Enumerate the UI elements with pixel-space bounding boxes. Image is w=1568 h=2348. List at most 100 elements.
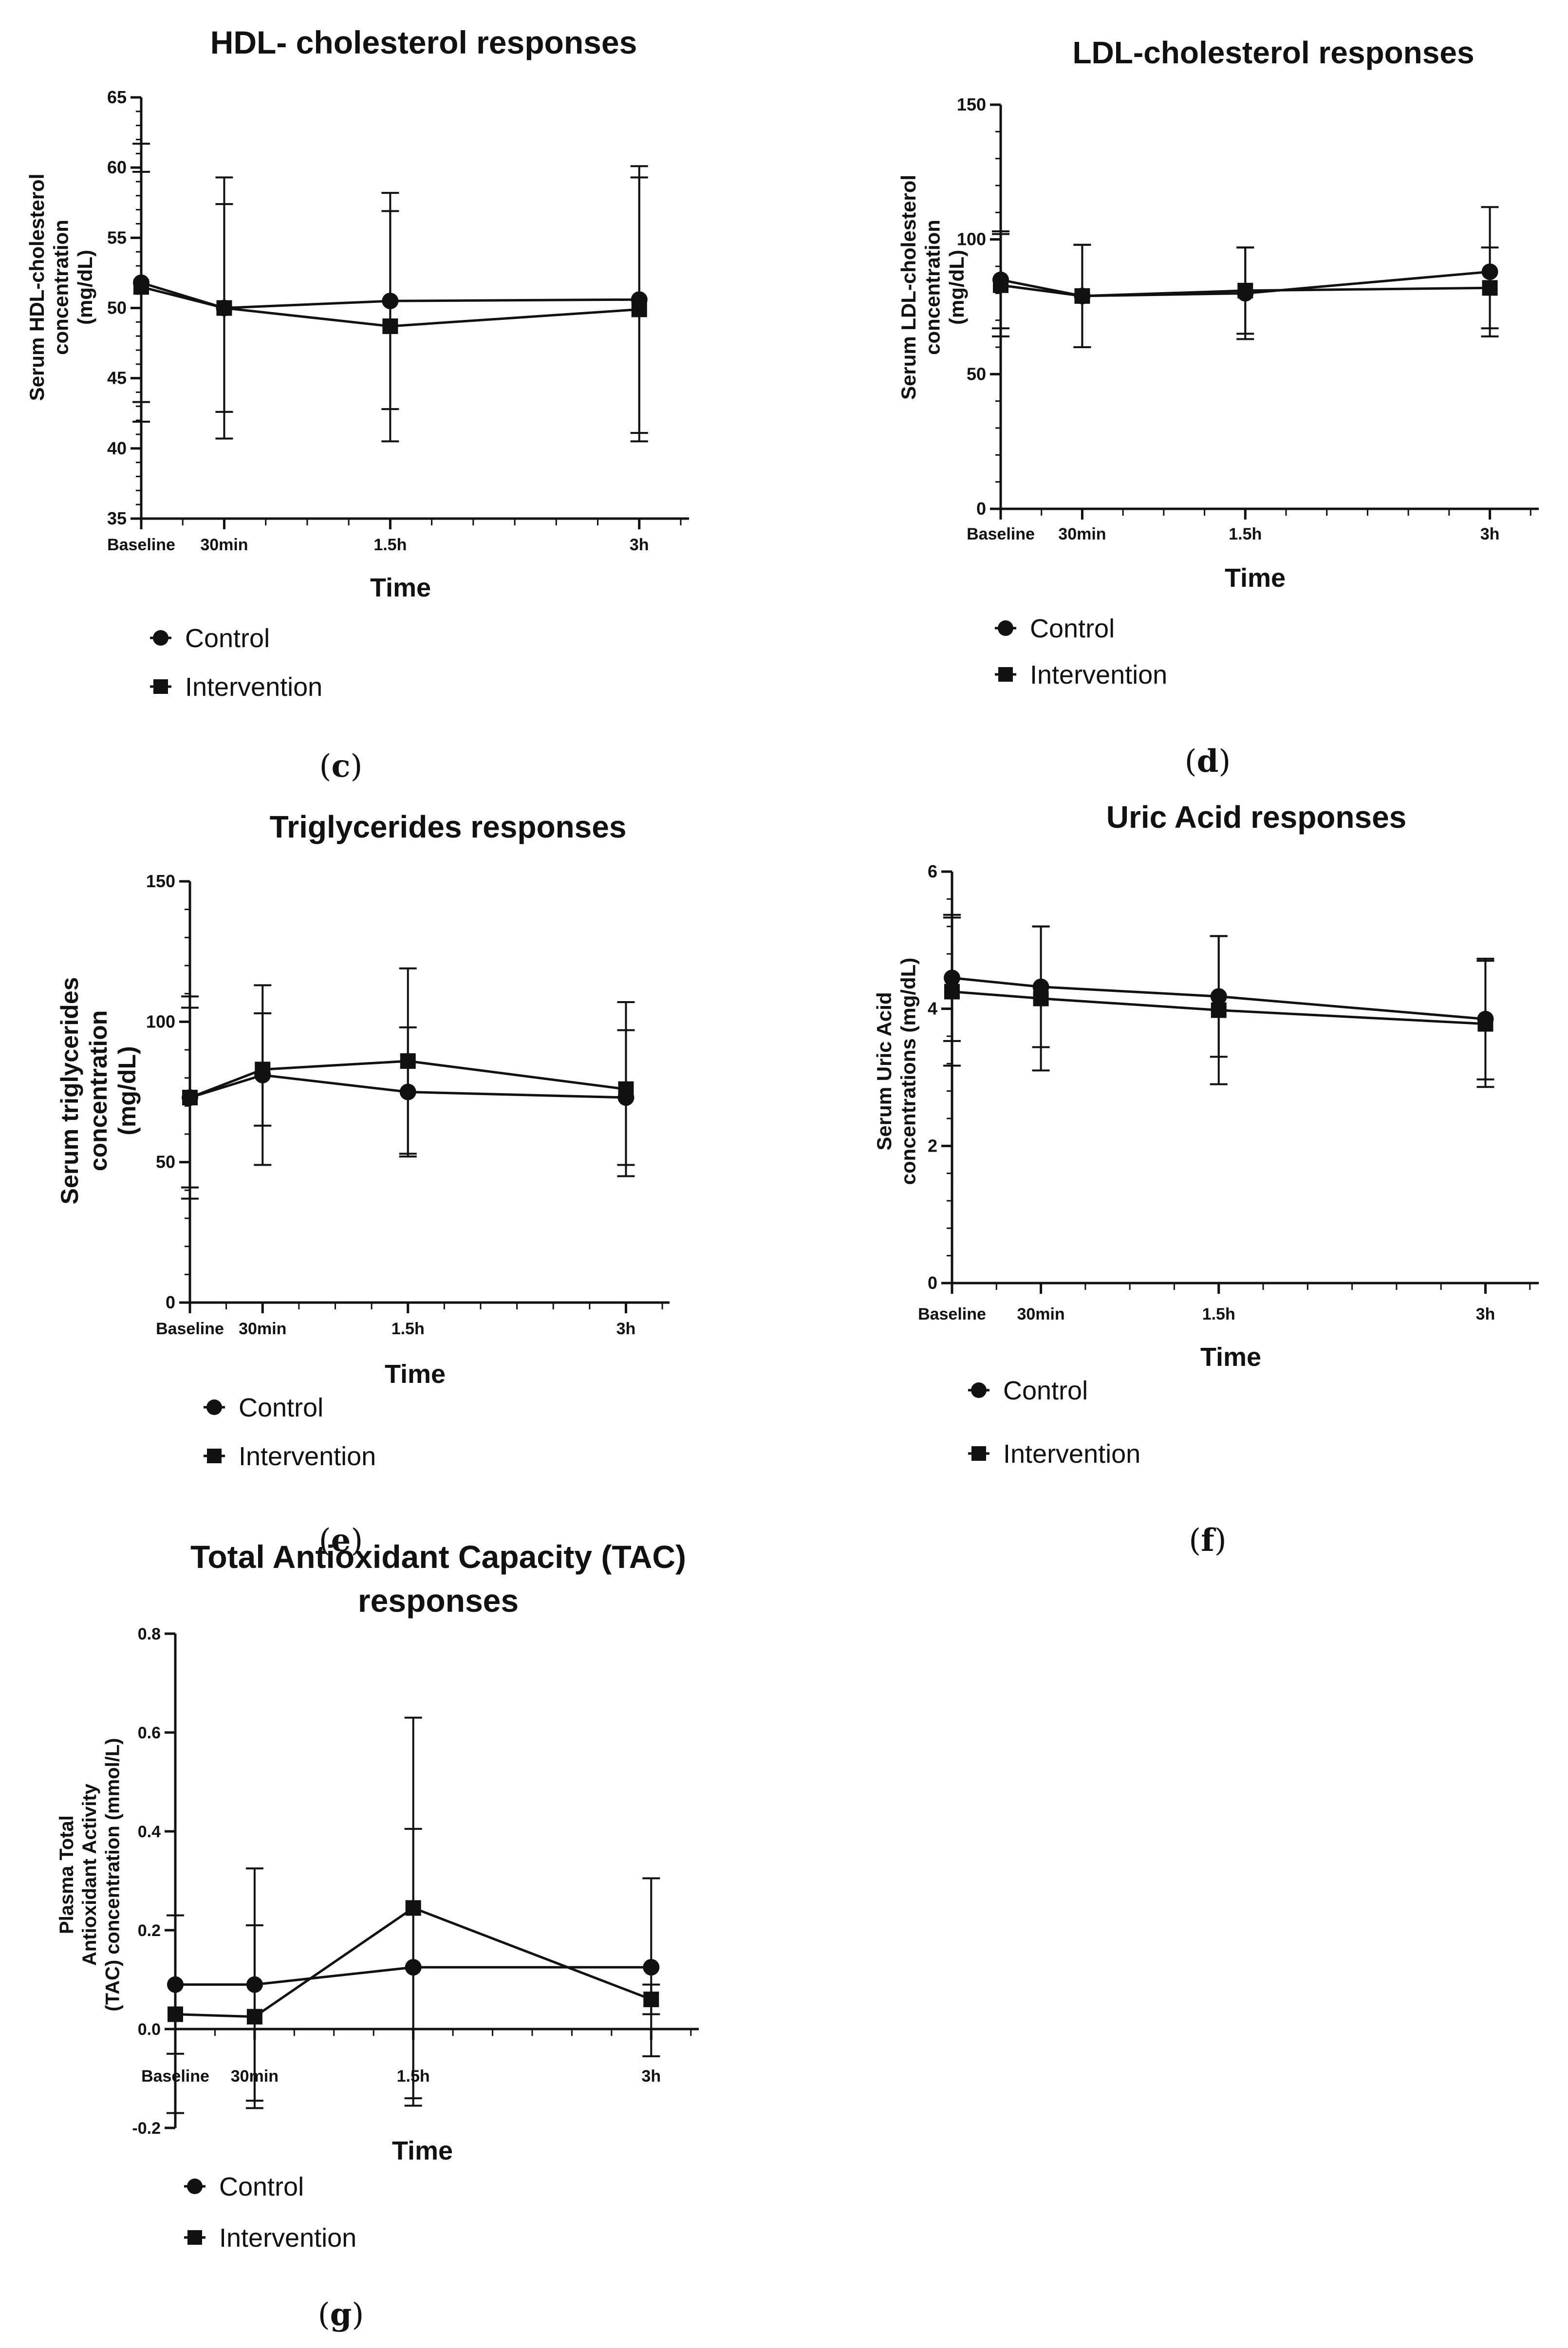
chart-title: Uric Acid responses — [1106, 800, 1407, 835]
legend: Control Intervention — [995, 614, 1167, 689]
x-axis-title: Time — [1225, 563, 1286, 593]
x-tick-label: 3h — [641, 2067, 661, 2086]
series-line — [175, 1906, 652, 2018]
x-tick-label: 30min — [239, 1320, 286, 1338]
panel-label: (e) — [319, 1522, 363, 1559]
legend: Control Intervention — [968, 1376, 1140, 1469]
legend-marker-circle — [206, 1399, 222, 1415]
legend: Control Intervention — [184, 2172, 356, 2253]
x-tick-label: 1.5h — [392, 1320, 425, 1338]
legend: Control Intervention — [150, 624, 322, 702]
y-tick-label: 100 — [146, 1011, 175, 1031]
data-point-square — [1237, 282, 1253, 298]
y-tick-label: 150 — [146, 871, 175, 891]
y-axis-title: Serum triglycerides concentration (mg/dL) — [56, 977, 141, 1205]
legend-marker-circle — [153, 630, 168, 646]
data-point-square — [255, 1062, 271, 1078]
data-point-square — [382, 318, 398, 334]
legend-label: Intervention — [185, 672, 322, 702]
y-tick-label: 100 — [957, 229, 986, 249]
data-point-square — [405, 1900, 421, 1916]
legend-marker-circle — [971, 1382, 987, 1398]
data-point-square — [1482, 280, 1498, 296]
x-tick-label: 30min — [200, 536, 248, 554]
data-point-square — [631, 301, 647, 317]
data-point-square — [1033, 990, 1049, 1006]
series-intervention — [181, 967, 635, 1189]
y-tick-label: 0 — [976, 499, 986, 519]
y-tick-label: 6 — [928, 861, 937, 881]
data-point-square — [944, 984, 960, 1000]
series-intervention — [167, 1716, 660, 2114]
chart-panel-e: Triglycerides responses 0 50 100 150 Baseline… — [56, 809, 670, 1559]
y-tick-label: 2 — [928, 1136, 937, 1155]
panel-label: (f) — [1189, 1522, 1226, 1559]
x-axis-title: Time — [370, 573, 431, 602]
y-tick-label: 0 — [166, 1292, 175, 1312]
x-tick-label: 1.5h — [1202, 1305, 1235, 1323]
y-tick-label: 0 — [928, 1273, 937, 1293]
x-tick-label: Baseline — [918, 1305, 986, 1323]
chart-title-line: Total Antioxidant Capacity (TAC) — [190, 1539, 686, 1575]
data-point-square — [1477, 1016, 1493, 1032]
chart-panel-g: Total Antioxidant Capacity (TAC) response… — [56, 1539, 699, 2333]
y-axis-title-line: (mg/dL) — [113, 1046, 141, 1135]
y-tick-label: 0.0 — [138, 2020, 161, 2039]
y-tick-label: 50 — [967, 364, 986, 384]
x-tick-label: Baseline — [967, 525, 1035, 543]
legend: Control Intervention — [204, 1393, 376, 1471]
y-tick-label: 55 — [107, 227, 127, 247]
panel-label-letter: g — [330, 2296, 352, 2333]
legend-label: Intervention — [239, 1442, 376, 1471]
legend-marker-square — [153, 679, 168, 694]
y-tick-label: 150 — [957, 94, 986, 114]
series-line — [1000, 284, 1490, 298]
y-tick-label: -0.2 — [132, 2119, 161, 2138]
y-axis-title-line: concentration — [85, 1010, 112, 1172]
panel-label: (d) — [1185, 743, 1231, 780]
chart-title: HDL- cholesterol responses — [210, 24, 637, 60]
data-point-square — [643, 1992, 659, 2008]
y-axis-title-line: (mg/dL) — [74, 250, 96, 325]
y-tick-label: 0.2 — [138, 1921, 161, 1940]
x-axis-title: Time — [392, 2136, 453, 2165]
y-axis-title-line: Serum triglycerides — [56, 977, 83, 1205]
panel-label-letter: c — [332, 748, 351, 784]
x-tick-label: 30min — [1017, 1305, 1064, 1323]
legend-marker-square — [187, 2230, 202, 2245]
y-tick-label: 0.4 — [138, 1823, 161, 1841]
x-tick-label: 1.5h — [1229, 525, 1262, 543]
legend-label: Control — [1003, 1376, 1088, 1405]
x-tick-label: 3h — [1476, 1305, 1495, 1323]
data-point-square — [993, 277, 1008, 293]
y-tick-label: 50 — [156, 1152, 175, 1172]
legend-marker-square — [998, 667, 1013, 682]
legend-label: Control — [1030, 614, 1115, 643]
y-tick-label: 45 — [107, 368, 127, 388]
legend-label: Intervention — [1003, 1439, 1140, 1469]
legend-label: Intervention — [219, 2223, 356, 2253]
y-axis-title-line: (TAC) concentration (mmol/L) — [102, 1738, 123, 2011]
series-line — [952, 990, 1486, 1025]
data-point-square — [1074, 288, 1090, 304]
panel-label: (g) — [318, 2296, 364, 2333]
chart-panel-c: HDL- cholesterol responses 35 40 45 50 55 60 65… — [25, 24, 689, 784]
y-axis-title-line: (mg/dL) — [945, 250, 968, 325]
panel-label-letter: d — [1197, 743, 1219, 780]
chart-title: Triglycerides responses — [270, 809, 627, 844]
y-axis-title-line: Plasma Total — [56, 1815, 77, 1934]
x-tick-label: Baseline — [156, 1320, 224, 1338]
y-tick-label: 0.8 — [138, 1625, 161, 1643]
data-point-square — [182, 1090, 198, 1106]
x-tick-label: 3h — [616, 1320, 636, 1338]
y-tick-label: 35 — [107, 508, 127, 528]
y-axis-title-line: Serum HDL-cholesterol — [25, 174, 48, 401]
data-point-square — [1211, 1002, 1227, 1018]
y-axis-title: Serum HDL-cholesterol concentration (mg/dL… — [25, 174, 96, 401]
y-tick-label: 50 — [107, 298, 127, 318]
series-line — [189, 1060, 626, 1099]
series-line — [189, 1074, 626, 1099]
legend-label: Control — [239, 1393, 323, 1422]
x-tick-label: Baseline — [107, 536, 175, 554]
